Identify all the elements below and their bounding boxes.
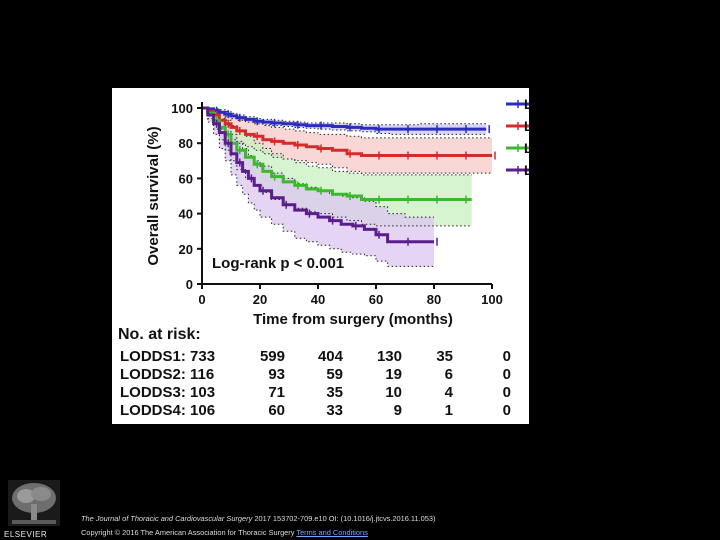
x-tick-label: 0 bbox=[198, 292, 205, 307]
risk-value: 60 bbox=[268, 402, 285, 419]
risk-value: 130 bbox=[376, 348, 402, 365]
risk-value: 35 bbox=[326, 384, 343, 401]
risk-value: 93 bbox=[268, 366, 285, 383]
y-tick-label: 20 bbox=[179, 242, 193, 257]
series-line-lodds1 bbox=[202, 106, 487, 131]
risk-table-title: No. at risk: bbox=[118, 326, 201, 343]
y-tick-label: 0 bbox=[186, 277, 193, 292]
risk-value: 19 bbox=[385, 366, 402, 383]
risk-value: 71 bbox=[268, 384, 285, 401]
risk-value: 1 bbox=[444, 402, 453, 419]
y-axis-label: Overall survival (%) bbox=[145, 126, 162, 265]
terms-link[interactable]: Terms and Conditions bbox=[296, 528, 368, 537]
y-tick-label: 60 bbox=[179, 171, 193, 186]
legend-label: LODDS4 bbox=[524, 163, 529, 178]
risk-value: 59 bbox=[326, 366, 343, 383]
y-tick-label: 100 bbox=[171, 101, 193, 116]
risk-row: LODDS3: 103 71 35 10 4 0 bbox=[112, 384, 529, 401]
logrank-annotation: Log-rank p < 0.001 bbox=[212, 255, 344, 272]
legend-label: LODDS3 bbox=[524, 141, 529, 156]
x-tick-label: 60 bbox=[369, 292, 383, 307]
risk-value: 0 bbox=[502, 402, 511, 419]
x-tick-label: 40 bbox=[311, 292, 325, 307]
x-tick-label: 20 bbox=[253, 292, 267, 307]
citation-text: 2017 153702-709.e10 OI: (10.1016/j.jtcvs… bbox=[254, 514, 436, 523]
risk-value: 9 bbox=[393, 402, 402, 419]
risk-row-label: LODDS2: 116 bbox=[120, 366, 215, 383]
copyright-line: Copyright © 2016 The American Associatio… bbox=[81, 528, 368, 537]
citation-line: The Journal of Thoracic and Cardiovascul… bbox=[81, 514, 435, 523]
risk-value: 6 bbox=[444, 366, 453, 383]
y-tick-label: 80 bbox=[179, 136, 193, 151]
risk-value: 404 bbox=[317, 348, 343, 365]
elsevier-tree-logo bbox=[8, 480, 60, 526]
x-tick-label: 100 bbox=[481, 292, 503, 307]
legend-label: LODDS1 bbox=[524, 97, 529, 112]
ci-band-lodds3 bbox=[202, 108, 472, 226]
journal-name: The Journal of Thoracic and Cardiovascul… bbox=[81, 514, 253, 523]
x-tick-label: 80 bbox=[427, 292, 441, 307]
risk-row: LODDS1: 733 599 404 130 35 0 bbox=[112, 348, 529, 365]
risk-value: 35 bbox=[436, 348, 453, 365]
risk-row: LODDS4: 106 60 33 9 1 0 bbox=[112, 402, 529, 419]
risk-value: 33 bbox=[326, 402, 343, 419]
km-figure: 0 20 40 60 80 100 0 20 40 60 80 100 Time from surger… bbox=[112, 88, 529, 424]
risk-table: No. at risk: LODDS1: 733 599 404 130 35 … bbox=[112, 326, 529, 424]
km-chart: 0 20 40 60 80 100 0 20 40 60 80 100 Time from surger… bbox=[145, 97, 529, 328]
risk-value: 10 bbox=[385, 384, 402, 401]
risk-row-label: LODDS3: 103 bbox=[120, 384, 216, 401]
series-line-lodds4 bbox=[202, 106, 434, 244]
legend-label: LODDS2 bbox=[524, 119, 529, 134]
risk-value: 599 bbox=[259, 348, 285, 365]
risk-row: LODDS2: 116 93 59 19 6 0 bbox=[112, 366, 529, 383]
risk-value: 0 bbox=[502, 384, 511, 401]
series-line-lodds2 bbox=[202, 106, 492, 157]
risk-row-label: LODDS1: 733 bbox=[120, 348, 216, 365]
risk-row-label: LODDS4: 106 bbox=[120, 402, 216, 419]
risk-value: 4 bbox=[444, 384, 453, 401]
risk-value: 0 bbox=[502, 348, 511, 365]
ci-lower-lodds4 bbox=[202, 107, 434, 267]
ci-band-lodds4 bbox=[202, 108, 434, 267]
risk-value: 0 bbox=[502, 366, 511, 383]
publisher-name: ELSEVIER bbox=[4, 530, 48, 539]
ci-lower-lodds1 bbox=[202, 107, 487, 135]
series-line-lodds3 bbox=[202, 106, 472, 201]
y-tick-label: 40 bbox=[179, 207, 193, 222]
copyright-text: Copyright © 2016 The American Associatio… bbox=[81, 528, 295, 537]
x-axis-label: Time from surgery (months) bbox=[253, 311, 453, 328]
